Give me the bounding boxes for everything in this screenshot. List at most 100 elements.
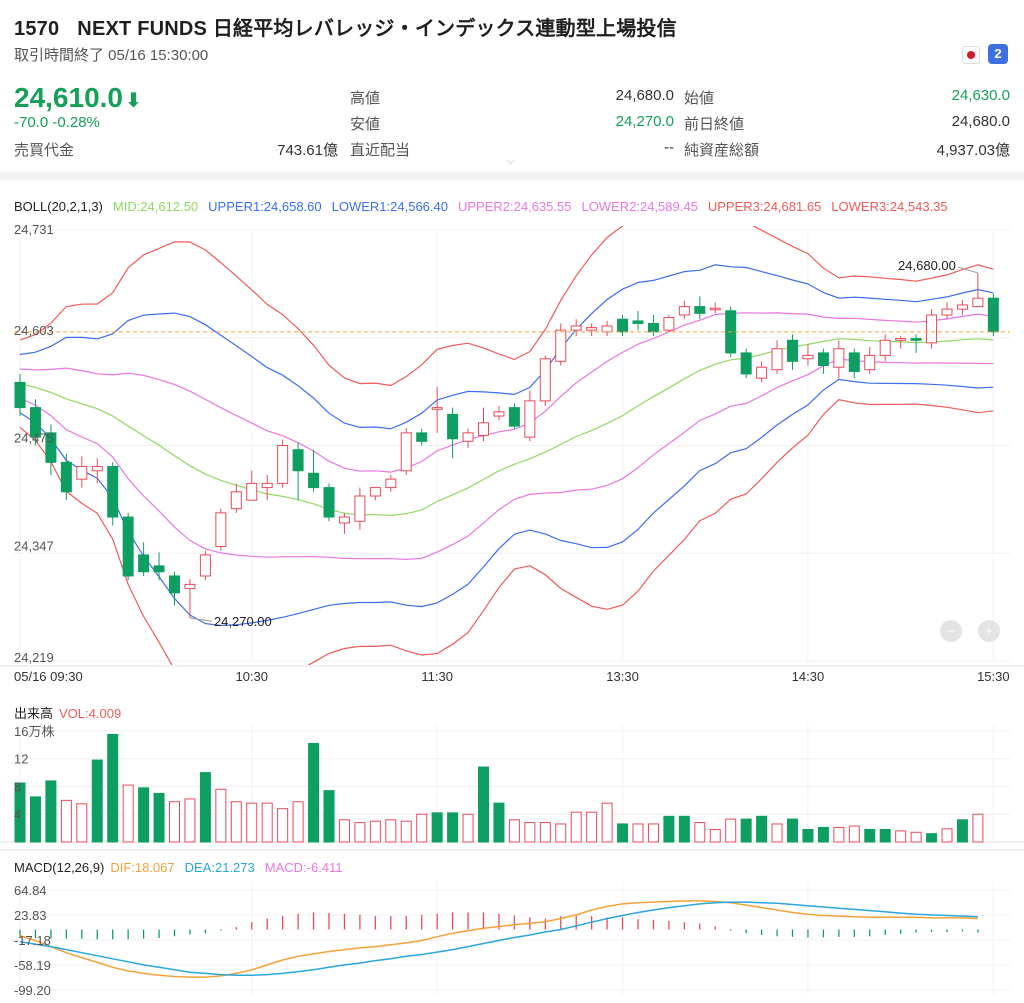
macd-line-dif (19, 900, 978, 978)
boll-line-u1 (19, 264, 994, 430)
macd-legend-name: MACD(12,26,9) (14, 860, 105, 875)
candle-body (570, 325, 582, 331)
candle-body (956, 304, 968, 310)
volume-axis-tick: 8 (14, 779, 21, 794)
candle-body (199, 554, 211, 577)
volume-bar (246, 802, 258, 843)
candle-body (493, 411, 505, 417)
volume-bar (864, 829, 876, 843)
volume-bar (138, 787, 150, 843)
candle-body (647, 322, 659, 333)
volume-bar (199, 772, 211, 843)
macd-axis-tick: -17.18 (14, 933, 51, 948)
volume-bar (740, 818, 752, 843)
candle-body (107, 466, 119, 518)
candle-body (215, 512, 227, 548)
volume-bar (107, 733, 119, 843)
macd-axis-tick: 23.83 (14, 908, 47, 923)
candle-body (369, 487, 381, 497)
candle-body (308, 472, 320, 489)
boll-line-u2 (19, 312, 994, 473)
volume-bar (462, 813, 474, 843)
volume-bar (524, 822, 536, 843)
candle-body (678, 306, 690, 316)
macd-axis-tick: -99.20 (14, 983, 51, 998)
last-price: 24,610.0 ⬇ (14, 82, 142, 113)
volume-bar (555, 823, 567, 843)
macd-axis-tick: 64.84 (14, 883, 47, 898)
volume-bar (956, 819, 968, 843)
volume-bar (369, 820, 381, 843)
candle-body (848, 352, 860, 372)
candle-body (802, 354, 814, 360)
volume-bar (292, 801, 304, 843)
quote-header: 1570 NEXT FUNDS 日経平均レバレッジ・インデックス連動型上場投信 取… (0, 0, 1024, 170)
zoom-in-glyph: + (985, 624, 992, 638)
volume-bar (802, 829, 814, 843)
boll-legend-lower3: LOWER3:24,543.35 (831, 199, 948, 214)
volume-bar (539, 822, 551, 843)
candle-body (864, 354, 876, 371)
time-axis-tick: 14:30 (792, 669, 825, 684)
candle-body (122, 516, 134, 577)
boll-line-l1 (19, 378, 994, 627)
candle-body (292, 449, 304, 472)
candle-body (184, 583, 196, 590)
stat-value-prev-close: 24,680.0 (951, 113, 1010, 130)
macd-legend: MACD(12,26,9) DIF:18.067 DEA:21.273 MACD:-6… (14, 860, 353, 875)
volume-bar (153, 792, 165, 843)
volume-bar (29, 796, 41, 843)
time-axis-tick: 11:30 (421, 669, 453, 684)
boll-legend-upper1: UPPER1:24,658.60 (208, 199, 322, 214)
candle-body (277, 445, 289, 484)
candle-body (601, 325, 613, 333)
macd-axis-tick: -58.19 (14, 958, 51, 973)
volume-bar (895, 830, 907, 843)
volume-bar (91, 759, 103, 843)
price-axis-tick: 24,731 (14, 222, 54, 237)
volume-axis-tick: 16万株 (14, 724, 54, 739)
macd-line-dea (19, 901, 978, 976)
candle-body (632, 320, 644, 324)
low-price-label: 24,270.00 (214, 614, 272, 629)
leverage-badge-icon[interactable]: 2 (988, 44, 1008, 64)
macd-legend-dif: DIF:18.067 (110, 860, 175, 875)
volume-bar (323, 790, 335, 843)
volume-bar (632, 823, 644, 843)
candle-body (987, 297, 999, 333)
candle-body (323, 487, 335, 518)
candle-body (447, 413, 459, 440)
volume-bar (647, 823, 659, 843)
volume-bar (478, 766, 489, 843)
boll-line-l3 (19, 399, 994, 665)
volume-bar (709, 829, 721, 843)
expand-chevron-icon[interactable]: ⌵ (507, 156, 515, 167)
candle-body (910, 338, 922, 341)
volume-bar (261, 802, 273, 843)
volume-bar (169, 801, 180, 843)
macd-legend-macd: MACD:-6.411 (264, 860, 343, 875)
boll-line-mid (19, 338, 994, 517)
time-axis-tick: 05/16 09:30 (14, 669, 83, 684)
candle-body (400, 432, 412, 472)
volume-bar (416, 813, 428, 843)
volume-bar (60, 799, 72, 843)
candle-body (462, 432, 474, 442)
candle-body (817, 352, 829, 367)
volume-bar (663, 815, 675, 843)
volume-bar (122, 784, 134, 843)
candle-body (740, 352, 752, 375)
volume-bar (601, 802, 613, 843)
stat-value-high: 24,680.0 (615, 87, 674, 104)
zoom-in-icon[interactable] (978, 620, 1000, 642)
candle-body (524, 400, 536, 438)
boll-line-u3 (19, 226, 994, 387)
candle-body (91, 466, 103, 472)
stat-value-dividend: -- (664, 139, 674, 156)
zoom-out-icon[interactable] (940, 620, 962, 642)
candle-body (617, 318, 629, 333)
stat-value-open: 24,630.0 (951, 87, 1010, 104)
candle-body (972, 297, 984, 308)
volume-bar (756, 815, 768, 843)
